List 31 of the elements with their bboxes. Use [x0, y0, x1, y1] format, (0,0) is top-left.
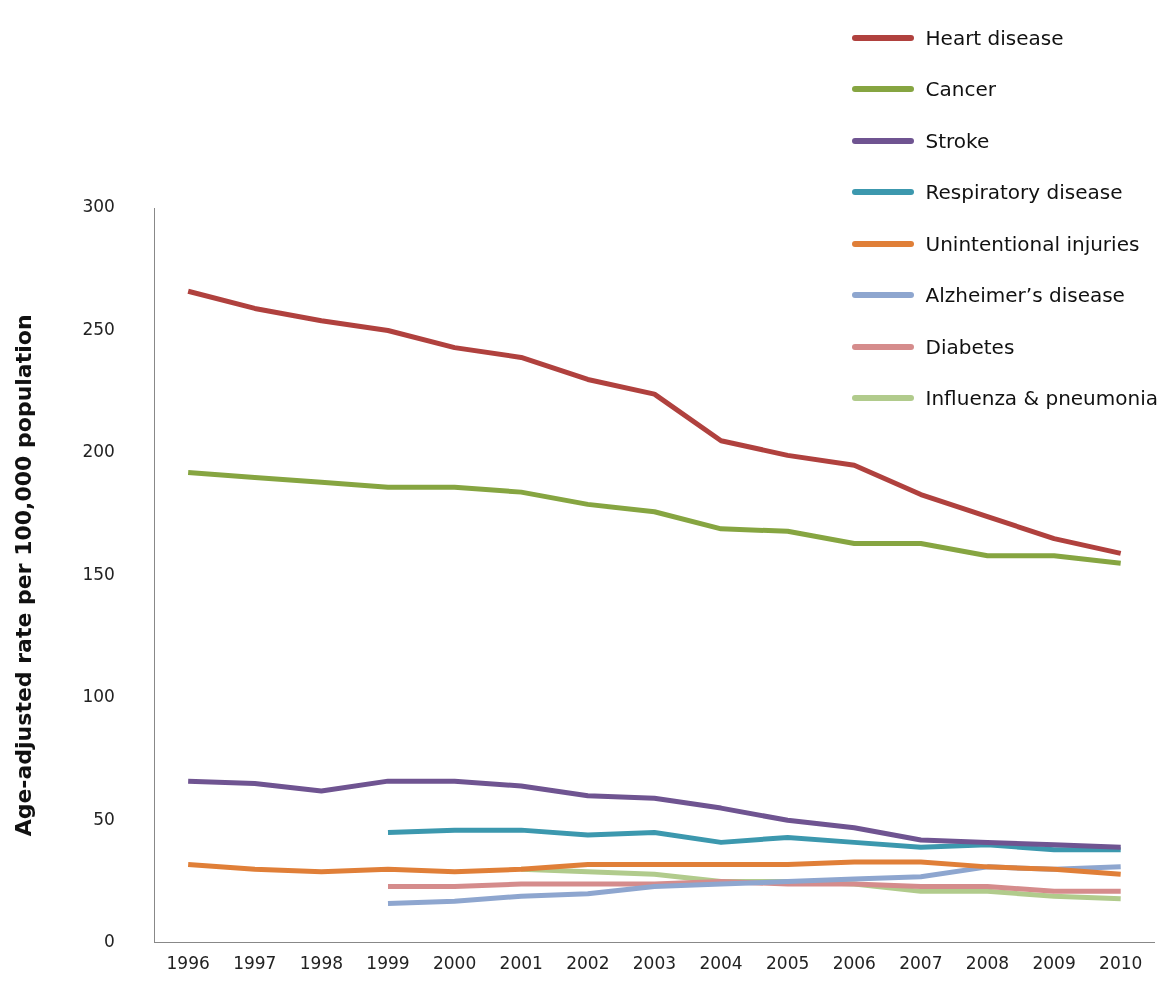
x-tick-label: 2009 [1032, 953, 1076, 974]
x-tick-label: 1999 [366, 953, 410, 974]
x-tick-label: 2005 [766, 953, 810, 974]
x-tick-label: 2007 [899, 953, 943, 974]
x-tick-label: 1996 [166, 953, 210, 974]
y-tick-label: 200 [82, 441, 115, 462]
x-tick-label: 2003 [632, 953, 677, 974]
legend-label: Cancer [925, 77, 996, 102]
y-tick-label: 100 [82, 686, 115, 707]
x-tick-label: 2006 [832, 953, 876, 974]
y-axis-title: Age-adjusted rate per 100,000 population [10, 314, 36, 837]
legend-label: Heart disease [925, 25, 1064, 50]
legend-label: Respiratory disease [925, 180, 1123, 205]
x-tick-label: 2004 [699, 953, 743, 974]
legend-label: Influenza & pneumonia [925, 386, 1158, 411]
legend-label: Unintentional injuries [925, 231, 1140, 256]
legend-label: Diabetes [925, 334, 1015, 359]
y-tick-label: 150 [82, 563, 115, 584]
y-tick-label: 300 [82, 196, 115, 217]
legend-label: Alzheimer’s disease [925, 283, 1125, 308]
x-tick-label: 2000 [432, 953, 477, 974]
x-tick-label: 2002 [566, 953, 610, 974]
x-tick-label: 2001 [499, 953, 543, 974]
y-tick-label: 50 [93, 808, 115, 829]
legend-label: Stroke [925, 128, 990, 153]
x-tick-label: 1998 [299, 953, 344, 974]
y-tick-label: 0 [104, 931, 115, 952]
x-tick-label: 2008 [965, 953, 1010, 974]
x-tick-label: 2010 [1099, 953, 1143, 974]
y-tick-label: 250 [82, 318, 115, 339]
x-tick-label: 1997 [233, 953, 277, 974]
